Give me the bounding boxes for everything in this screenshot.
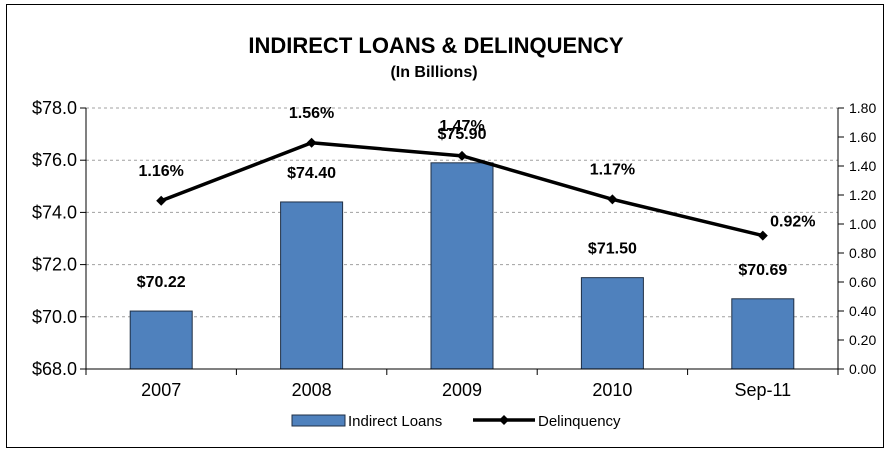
bar-series	[129, 162, 795, 370]
bar	[280, 201, 344, 370]
chart-subtitle: (In Billions)	[390, 64, 477, 81]
bar	[731, 298, 795, 370]
right-axis-tick-label: 0.40	[849, 303, 876, 319]
legend: Indirect Loans Delinquency	[291, 413, 621, 430]
line-data-label: 1.56%	[289, 105, 334, 122]
bar-data-label: $71.50	[588, 241, 637, 258]
left-axis-tick-label: $72.0	[32, 255, 77, 275]
delinquency-marker	[607, 194, 618, 205]
bar	[580, 277, 644, 370]
right-axis-tick-label: 1.80	[849, 100, 876, 116]
chart-frame: INDIRECT LOANS & DELINQUENCY (In Billion…	[6, 4, 884, 448]
line-data-label: 1.16%	[139, 163, 184, 180]
left-axis-tick-label: $74.0	[32, 202, 77, 222]
left-axis-tick-label: $70.0	[32, 307, 77, 327]
legend-swatch-indirect-loans	[291, 414, 346, 427]
bar	[129, 310, 193, 370]
right-axis-tick-label: 1.20	[849, 187, 876, 203]
right-axis-tick-label: 1.60	[849, 129, 876, 145]
x-axis-tick-label: Sep-11	[734, 380, 791, 400]
delinquency-marker	[757, 230, 768, 241]
left-axis-tick-label: $78.0	[32, 98, 77, 118]
right-axis-tick-label: 0.00	[849, 361, 876, 377]
gridlines	[86, 107, 838, 318]
x-axis-tick-label: 2010	[592, 380, 632, 400]
right-axis-tick-label: 1.00	[849, 216, 876, 232]
line-data-label: 1.47%	[439, 118, 484, 135]
bar-data-label: $70.22	[137, 274, 186, 291]
data-labels: $70.22 $74.40 $75.90 $71.50 $70.69 1.16% 1.56%…	[137, 105, 816, 291]
delinquency-marker	[457, 150, 467, 161]
axes: $68.0 $70.0 $72.0 $74.0 $76.0 $78.0 0.00 0.20 0.…	[32, 98, 877, 400]
bar-data-label: $75.90	[438, 126, 487, 143]
line-series	[156, 137, 768, 241]
x-axis-tick-label: 2007	[141, 380, 181, 400]
chart-title: INDIRECT LOANS & DELINQUENCY	[248, 33, 624, 58]
legend-label-delinquency: Delinquency	[538, 413, 621, 430]
left-axis-tick-label: $76.0	[32, 150, 77, 170]
bar-data-label: $74.40	[287, 165, 336, 182]
bar	[430, 162, 494, 370]
bar-data-label: $70.69	[738, 262, 787, 279]
right-axis-tick-label: 0.20	[849, 332, 876, 348]
line-data-label: 0.92%	[770, 214, 815, 231]
right-axis-tick-label: 0.60	[849, 274, 876, 290]
x-axis-tick-label: 2008	[292, 380, 332, 400]
right-axis-tick-label: 1.40	[849, 158, 876, 174]
delinquency-marker	[306, 137, 317, 148]
left-axis-tick-label: $68.0	[32, 359, 77, 379]
legend-label-indirect-loans: Indirect Loans	[348, 413, 442, 430]
x-axis-tick-label: 2009	[442, 380, 482, 400]
delinquency-marker	[156, 195, 167, 206]
legend-marker-delinquency	[499, 415, 509, 425]
right-axis-tick-label: 0.80	[849, 245, 876, 261]
chart: INDIRECT LOANS & DELINQUENCY (In Billion…	[32, 33, 877, 430]
line-data-label: 1.17%	[590, 161, 635, 178]
